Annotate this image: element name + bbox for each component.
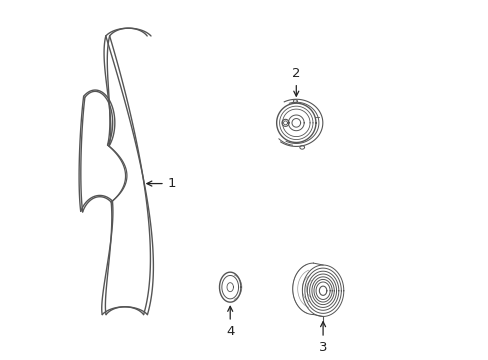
Text: 1: 1 xyxy=(146,177,176,190)
Text: 4: 4 xyxy=(225,306,234,338)
Text: 3: 3 xyxy=(318,322,326,354)
Text: 2: 2 xyxy=(291,67,300,96)
